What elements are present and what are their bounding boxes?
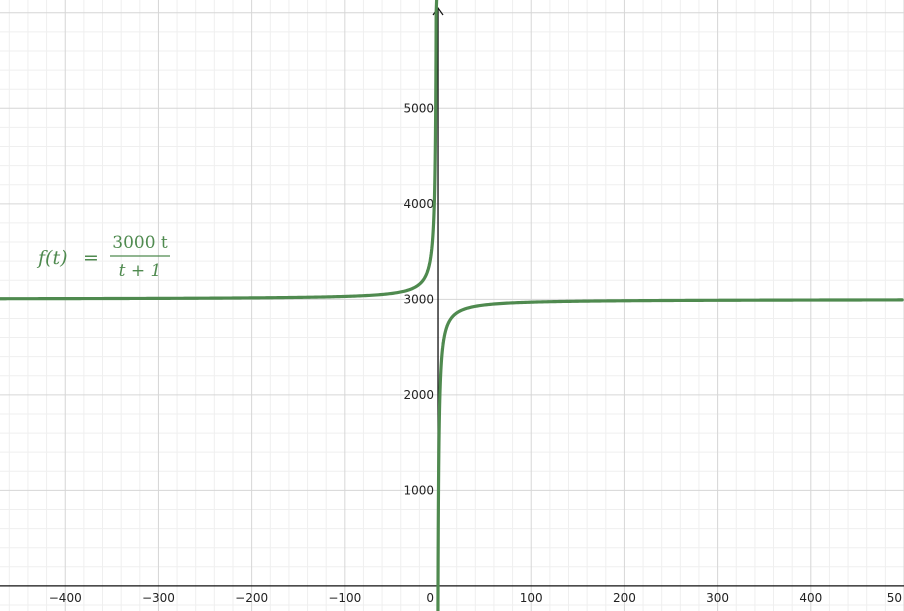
axes [0, 6, 904, 611]
function-curve-right-branch [436, 298, 904, 611]
y-tick-label: 2000 [403, 388, 434, 402]
y-tick-label: 4000 [403, 197, 434, 211]
function-label-equals: = [83, 247, 99, 269]
x-tick-label: 50 [887, 591, 902, 605]
function-label-numerator: 3000 t [112, 233, 168, 253]
x-tick-label: −400 [49, 591, 82, 605]
y-tick-label: 1000 [403, 483, 434, 497]
function-curve-left-branch [0, 0, 439, 301]
x-tick-label: 200 [613, 591, 636, 605]
x-tick-label: −100 [328, 591, 361, 605]
x-tick-label: 0 [426, 591, 434, 605]
x-tick-labels: −400 −300 −200 −100 0 100 200 300 400 50 [49, 591, 902, 605]
x-tick-label: −200 [235, 591, 268, 605]
x-tick-label: −300 [142, 591, 175, 605]
x-tick-label: 300 [706, 591, 729, 605]
x-tick-label: 400 [799, 591, 822, 605]
function-label: f(t) = 3000 t t + 1 [36, 233, 170, 281]
y-tick-label: 3000 [403, 292, 434, 306]
y-tick-label: 5000 [403, 101, 434, 115]
function-label-lhs: f(t) [36, 247, 68, 269]
x-tick-label: 100 [520, 591, 543, 605]
y-tick-labels: 1000 2000 3000 4000 5000 [403, 101, 434, 497]
function-label-denominator: t + 1 [119, 261, 162, 281]
